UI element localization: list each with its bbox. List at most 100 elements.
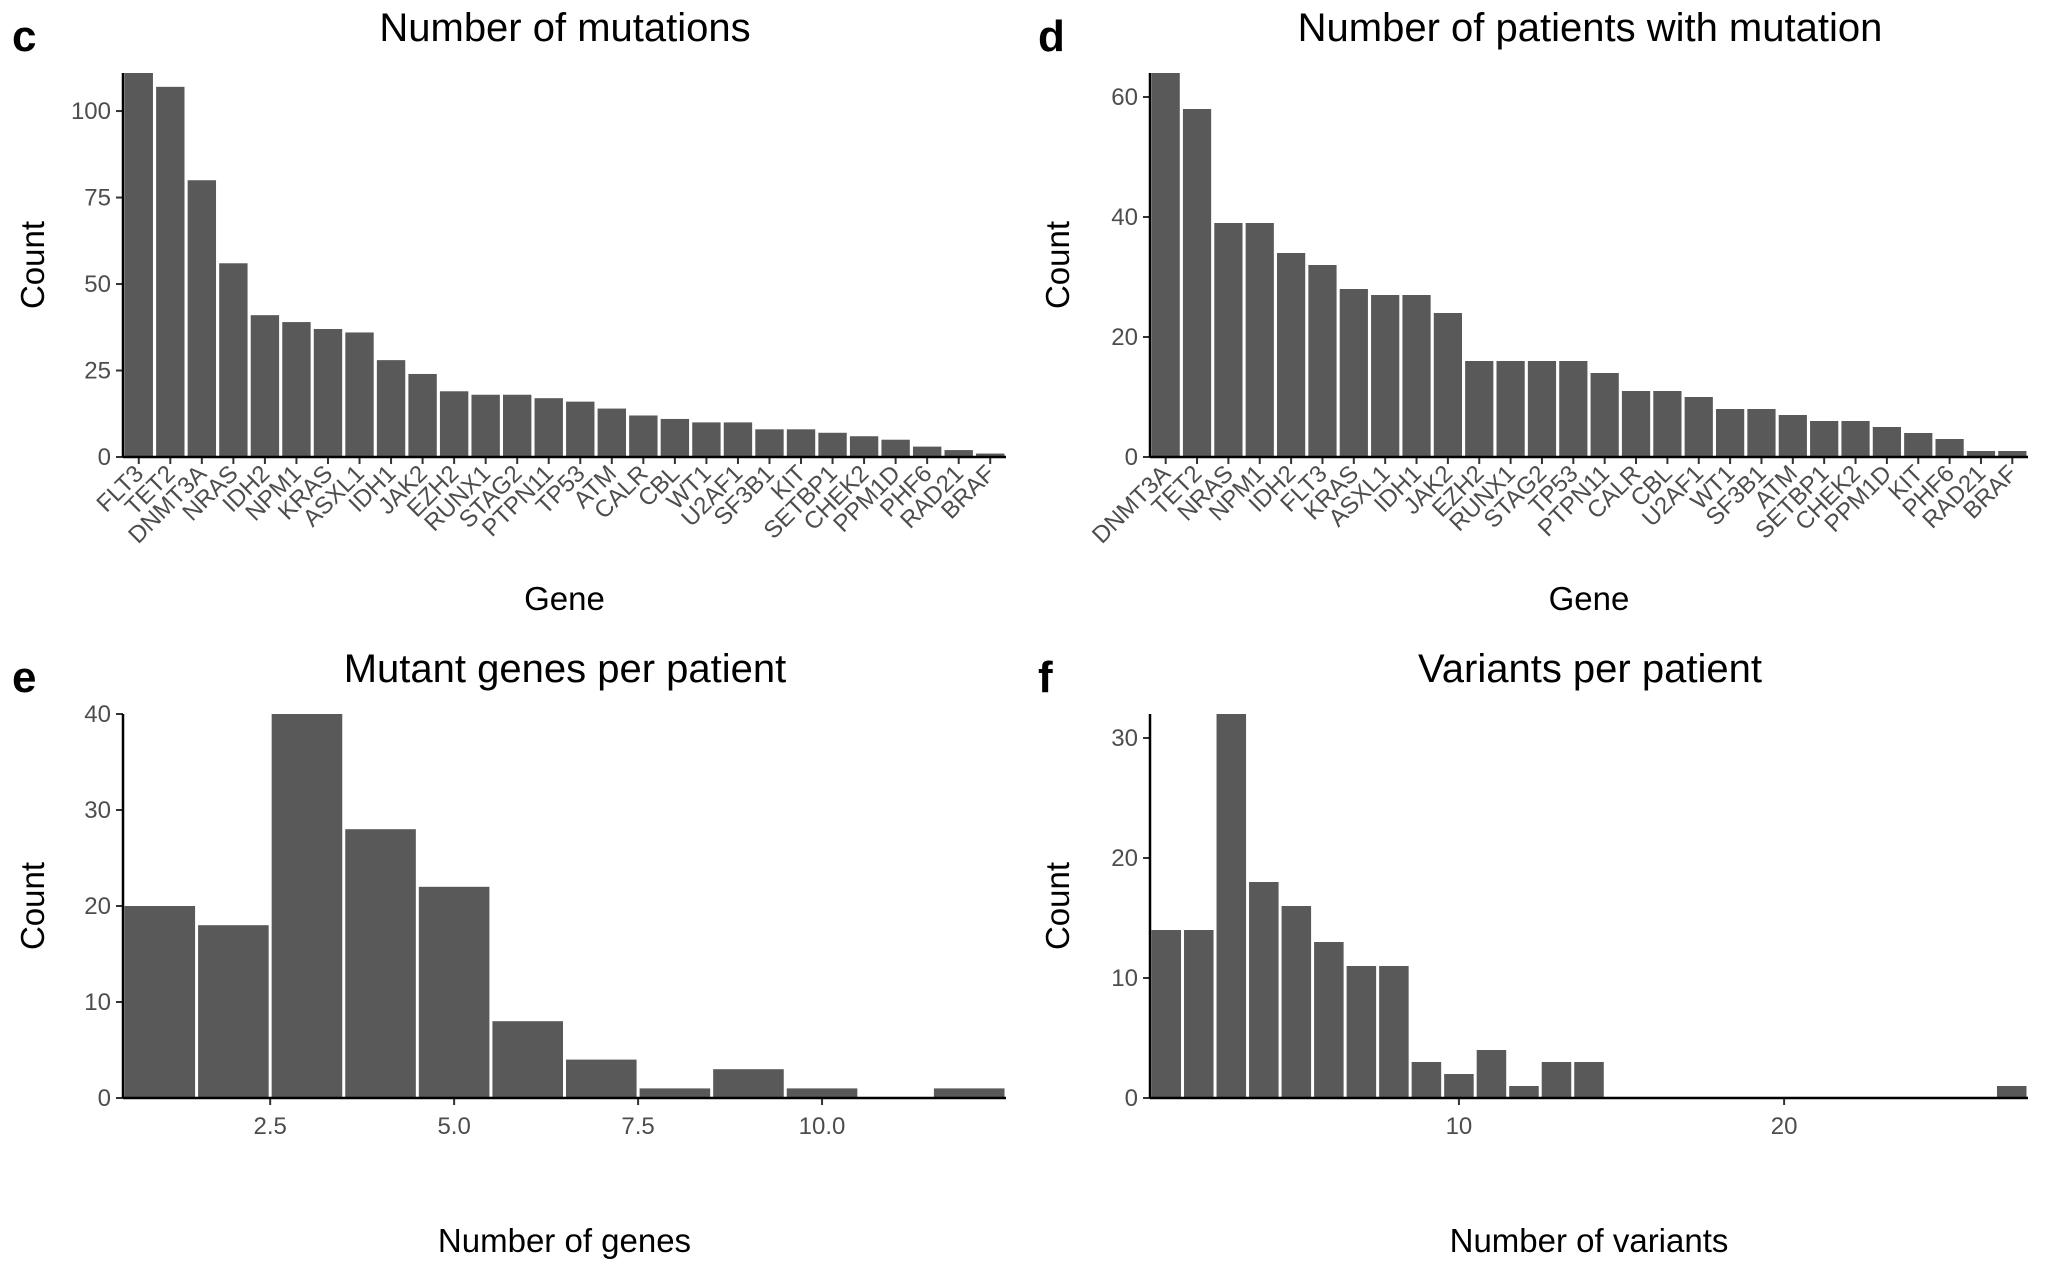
bar-calr: [629, 415, 658, 457]
bar-wt1: [1715, 409, 1745, 457]
bar-calr: [1621, 391, 1651, 457]
histogram-bar: [345, 829, 416, 1098]
x-axis-label-f: Number of variants: [1450, 1222, 1729, 1259]
y-tick-label: 0: [98, 444, 111, 471]
histogram-bar: [1476, 1050, 1507, 1098]
y-axis-label-d: Count: [1039, 221, 1076, 309]
bar-braf: [976, 453, 1005, 457]
x-tick-label: 20: [1771, 1113, 1798, 1140]
histogram-bar: [492, 1021, 563, 1098]
bar-idh1: [1402, 295, 1431, 457]
y-axis-label-f: Count: [1039, 862, 1076, 950]
bar-tp53: [566, 401, 595, 457]
x-tick-label: 5.0: [437, 1113, 470, 1140]
bar-phf6: [1935, 439, 1964, 457]
bar-rad21: [944, 450, 973, 457]
bar-ptpn11: [1590, 373, 1619, 457]
bar-kit: [786, 429, 816, 457]
chart-title-c: Number of mutations: [379, 6, 750, 50]
chart-title-d: Number of patients with mutation: [1298, 6, 1883, 50]
panel-letter-e: e: [12, 653, 36, 702]
bar-npm1: [1245, 223, 1274, 457]
bar-asxl1: [345, 332, 374, 457]
y-tick-label: 10: [1111, 965, 1138, 992]
y-tick-label: 50: [84, 271, 111, 298]
histogram-bar: [124, 906, 196, 1098]
bar-stag2: [1527, 361, 1557, 457]
bar-npm1: [282, 322, 311, 457]
histogram-bar: [1379, 966, 1409, 1098]
bar-chek2: [1841, 421, 1870, 457]
histogram-bar: [933, 1088, 1005, 1098]
bar-tet2: [156, 86, 185, 458]
histogram-bar: [1996, 1086, 2027, 1098]
bar-idh2: [1276, 253, 1306, 457]
plot-area-c: FLT3TET2DNMT3ANRASIDH2NPM1KRASASXL1IDH1J…: [71, 73, 1006, 549]
panel-e: e Mutant genes per patient Count Number …: [12, 647, 1006, 1259]
plot-area-d: DNMT3ATET2NRASNPM1IDH2FLT3KRASASXL1IDH1J…: [1087, 73, 2028, 549]
bar-sf3b1: [755, 429, 784, 457]
bar-idh1: [376, 360, 406, 457]
x-tick-label: 7.5: [621, 1113, 654, 1140]
y-tick-label: 75: [84, 185, 111, 212]
panel-d: d Number of patients with mutation Count…: [1038, 6, 2028, 617]
histogram-bar: [1509, 1086, 1539, 1098]
plot-area-e: 2.5 5.0 7.5 10.0 0 10 20 30 40: [84, 701, 1006, 1140]
y-tick-label: 0: [98, 1085, 111, 1112]
bar-kras: [313, 329, 343, 457]
histogram-bar: [1216, 714, 1247, 1098]
bar-nras: [1214, 223, 1243, 457]
histogram-bar: [1444, 1074, 1474, 1098]
panel-letter-c: c: [12, 12, 36, 61]
histogram-bar: [1151, 930, 1182, 1098]
bar-cbl: [1653, 391, 1682, 457]
bar-tp53: [1559, 361, 1588, 457]
bar-kras: [1339, 289, 1368, 457]
histogram-bar: [639, 1088, 711, 1098]
histogram-bar: [1249, 882, 1279, 1098]
histogram-bar: [198, 925, 269, 1098]
x-tick-label: 2.5: [253, 1113, 286, 1140]
x-tick-label: 10.0: [799, 1113, 846, 1140]
x-axis-label-d: Gene: [1549, 580, 1630, 617]
histogram-bar: [1281, 906, 1312, 1098]
bar-cbl: [660, 418, 690, 457]
bar-jak2: [1433, 313, 1463, 457]
bar-rad21: [1966, 451, 1996, 457]
bar-ppm1d: [881, 439, 910, 457]
y-tick-label: 60: [1111, 84, 1138, 111]
plot-area-f: 10 20 0 10 20 30: [1111, 714, 2028, 1140]
bar-atm: [1778, 415, 1807, 457]
y-tick-label: 10: [84, 989, 111, 1016]
bar-ezh2: [1465, 361, 1494, 457]
bar-setbp1: [1810, 421, 1839, 457]
y-tick-label: 25: [84, 358, 111, 385]
x-axis-label-e: Number of genes: [438, 1222, 691, 1259]
histogram-bar: [1574, 1062, 1604, 1098]
histogram-bar: [1541, 1062, 1572, 1098]
histogram-bar: [713, 1069, 784, 1098]
y-tick-label: 100: [71, 98, 111, 125]
y-tick-label: 0: [1125, 1085, 1138, 1112]
histogram-bar: [271, 714, 343, 1098]
bar-tet2: [1182, 109, 1212, 457]
bar-asxl1: [1371, 295, 1400, 457]
y-tick-label: 0: [1125, 444, 1138, 471]
chart-title-e: Mutant genes per patient: [344, 647, 787, 691]
bar-u2af1: [1684, 397, 1713, 457]
bar-dnmt3a: [187, 180, 217, 458]
bar-flt3: [1308, 265, 1337, 457]
histogram-bar: [566, 1059, 637, 1098]
y-tick-label: 20: [84, 893, 111, 920]
y-tick-label: 30: [84, 797, 111, 824]
y-tick-label: 40: [1111, 204, 1138, 231]
bar-flt3: [124, 73, 153, 457]
panel-c: c Number of mutations Count Gene FLT3TET…: [12, 6, 1006, 617]
chart-title-f: Variants per patient: [1418, 647, 1762, 691]
y-axis-label-c: Count: [14, 221, 51, 309]
bar-u2af1: [723, 422, 753, 457]
bar-runx1: [471, 394, 500, 457]
histogram-bar: [1314, 942, 1344, 1098]
bar-phf6: [912, 446, 942, 457]
